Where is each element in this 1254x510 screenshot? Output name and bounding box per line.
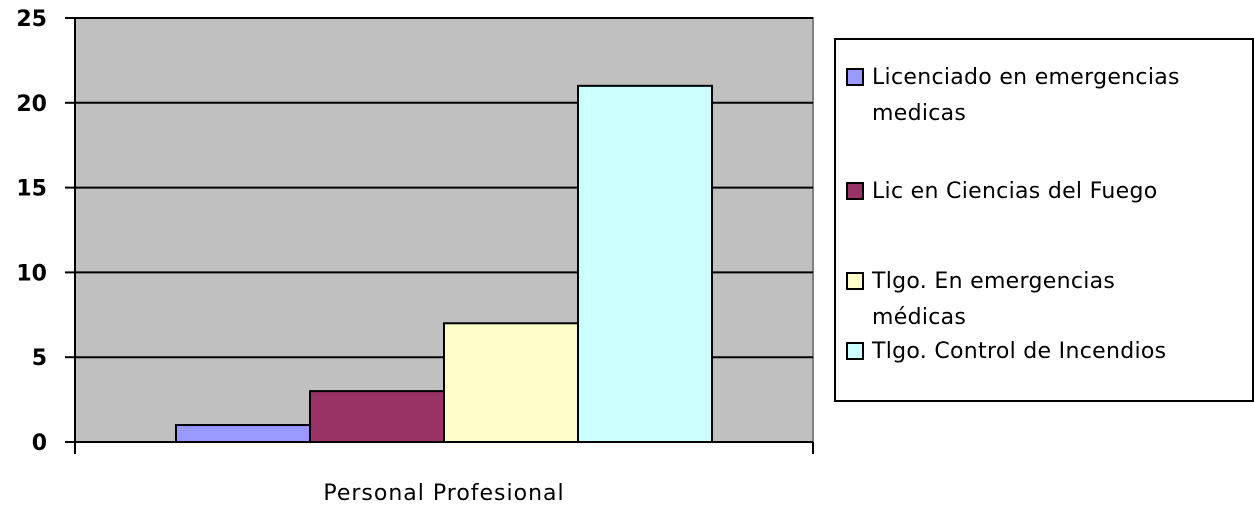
bar-chart: 0 5 10 15 20 25 Personal Profesional <box>16 7 814 506</box>
legend-item-ciencias-fuego: Lic en Ciencias del Fuego <box>846 174 1242 210</box>
bar-series-1 <box>309 390 445 443</box>
y-tick-label-5: 5 <box>32 346 47 371</box>
legend-item-tlgo-emergencias: Tlgo. En emergencias médicas <box>846 264 1172 336</box>
bars <box>175 84 713 444</box>
legend-label-ciencias-fuego: Lic en Ciencias del Fuego <box>872 179 1158 204</box>
legend-label-tlgo-incendios: Tlgo. Control de Incendios <box>872 339 1167 364</box>
legend-label-licenciado-emergencias: Licenciado en emergencias medicas <box>872 65 1180 126</box>
legend: Licenciado en emergencias medicas Lic en… <box>834 38 1254 402</box>
legend-swatch-ciencias-fuego <box>846 182 864 200</box>
legend-swatch-licenciado-emergencias <box>846 68 864 86</box>
legend-item-licenciado-emergencias: Licenciado en emergencias medicas <box>846 60 1242 132</box>
bar-series-0 <box>175 424 311 444</box>
y-axis-ticks: 0 5 10 15 20 25 <box>16 7 75 456</box>
bar-series-3 <box>577 84 713 443</box>
y-tick-label-0: 0 <box>32 431 47 456</box>
y-tick-label-10: 10 <box>16 261 47 286</box>
y-tick-label-25: 25 <box>16 7 47 32</box>
x-category-label: Personal Profesional <box>323 481 564 506</box>
legend-item-tlgo-incendios: Tlgo. Control de Incendios <box>846 334 1242 370</box>
legend-swatch-tlgo-emergencias <box>846 272 864 290</box>
legend-swatch-tlgo-incendios <box>846 342 864 360</box>
bar-series-2 <box>443 322 579 443</box>
y-tick-label-15: 15 <box>16 177 47 202</box>
axes <box>74 18 814 454</box>
legend-label-tlgo-emergencias: Tlgo. En emergencias médicas <box>872 269 1116 330</box>
y-tick-label-20: 20 <box>16 92 47 117</box>
